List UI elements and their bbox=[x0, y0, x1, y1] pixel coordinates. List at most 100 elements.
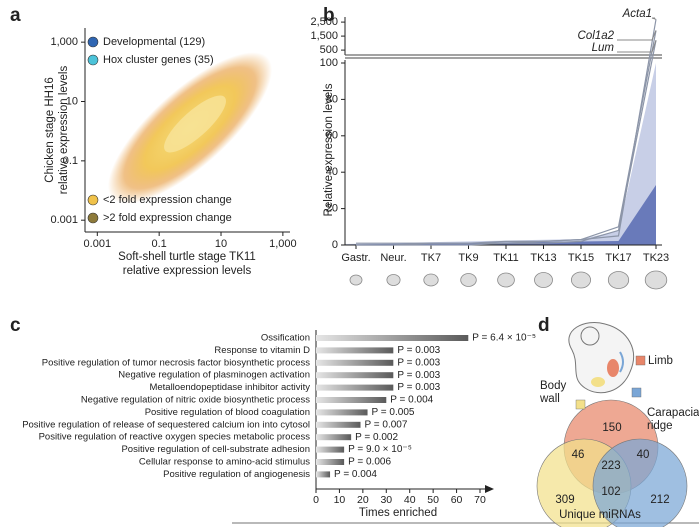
category-label: Positive regulation of release of seques… bbox=[22, 419, 310, 430]
x-tick-label: TK23 bbox=[643, 252, 669, 264]
x-tick-label: Neur. bbox=[380, 252, 406, 264]
p-value-label: P = 0.003 bbox=[397, 382, 440, 393]
point-cloud-core bbox=[164, 95, 226, 153]
set-label: ridge bbox=[647, 420, 673, 432]
set-label: Body bbox=[540, 380, 566, 392]
panel-label: b bbox=[323, 5, 335, 26]
venn-set bbox=[592, 438, 688, 527]
bar bbox=[316, 471, 331, 478]
set-swatch bbox=[575, 399, 586, 410]
p-value-label: P = 0.002 bbox=[355, 432, 398, 443]
p-value-label: P = 0.007 bbox=[365, 419, 408, 430]
set-label: wall bbox=[539, 393, 560, 405]
y-tick-label: 10 bbox=[66, 95, 78, 107]
x-tick-label: 40 bbox=[404, 494, 416, 506]
y-tick-label: 2,500 bbox=[310, 16, 338, 28]
x-tick-label: 10 bbox=[334, 494, 346, 506]
x-tick-label: 50 bbox=[427, 494, 439, 506]
line-bundle bbox=[345, 63, 656, 245]
category-label: Negative regulation of nitric oxide bios… bbox=[81, 395, 310, 406]
region-count: 40 bbox=[637, 449, 650, 461]
y-tick-label: 20 bbox=[326, 203, 338, 215]
legend-swatch bbox=[87, 54, 99, 66]
y-tick-label: 100 bbox=[320, 57, 338, 69]
set-label: Carapacial bbox=[647, 407, 699, 419]
p-value-label: P = 0.004 bbox=[334, 469, 377, 480]
embryo-icon bbox=[386, 274, 401, 286]
label-leader bbox=[617, 40, 657, 53]
x-tick-label: TK15 bbox=[568, 252, 594, 264]
bar bbox=[316, 459, 345, 465]
bar bbox=[316, 384, 394, 391]
embryo-icon bbox=[607, 271, 630, 289]
x-tick-label: TK13 bbox=[530, 252, 556, 264]
x-tick-label: 0.001 bbox=[84, 238, 112, 250]
series-line bbox=[356, 30, 657, 246]
x-axis-label: Soft-shell turtle stage TK11 bbox=[118, 251, 256, 263]
set-label: Limb bbox=[648, 355, 673, 367]
x-axis-label: Times enriched bbox=[359, 507, 437, 519]
bar bbox=[316, 372, 394, 379]
p-value-label: P = 0.005 bbox=[372, 407, 415, 418]
category-label: Positive regulation of reactive oxygen s… bbox=[39, 432, 311, 443]
region-count: 46 bbox=[572, 449, 585, 461]
y-tick-label: 1,500 bbox=[310, 30, 338, 42]
y-tick-label: 500 bbox=[320, 44, 338, 56]
venn-caption: Unique miRNAs bbox=[559, 509, 641, 521]
set-swatch bbox=[631, 387, 642, 398]
category-label: Positive regulation of cell-substrate ad… bbox=[121, 444, 310, 455]
bar bbox=[316, 397, 387, 403]
category-label: Cellular response to amino-acid stimulus bbox=[139, 457, 310, 468]
legend-label: Developmental (129) bbox=[103, 36, 205, 48]
series-line bbox=[356, 19, 657, 244]
embryo-icon bbox=[423, 273, 439, 287]
region-count: 212 bbox=[650, 494, 669, 506]
category-label: Positive regulation of angiogenesis bbox=[163, 469, 310, 480]
category-label: Positive regulation of blood coagulation bbox=[145, 407, 310, 418]
p-value-label: P = 0.003 bbox=[397, 357, 440, 368]
x-tick-label: TK17 bbox=[605, 252, 631, 264]
category-label: Negative regulation of plasminogen activ… bbox=[118, 370, 310, 381]
label-leader bbox=[651, 17, 657, 20]
legend-swatch bbox=[87, 212, 99, 224]
series-line bbox=[356, 40, 657, 246]
category-label: Response to vitamin D bbox=[214, 345, 310, 356]
p-value-label: P = 0.004 bbox=[390, 395, 433, 406]
region-count: 150 bbox=[602, 422, 621, 434]
p-value-label: P = 9.0 × 10⁻⁵ bbox=[348, 444, 412, 455]
x-tick-label: 60 bbox=[451, 494, 463, 506]
panel-label: a bbox=[10, 5, 21, 26]
x-axis-label: relative expression levels bbox=[123, 265, 252, 277]
y-tick-label: 0 bbox=[332, 239, 338, 251]
embryo-icon bbox=[460, 273, 477, 287]
x-tick-label: 30 bbox=[380, 494, 392, 506]
panel-label: d bbox=[538, 315, 550, 336]
p-value-label: P = 0.006 bbox=[348, 457, 391, 468]
x-tick-label: Gastr. bbox=[341, 252, 370, 264]
y-axis-label: Chicken stage HH16 bbox=[44, 77, 56, 182]
bar bbox=[316, 335, 469, 341]
embryo-icon bbox=[497, 272, 515, 288]
x-tick-label: 10 bbox=[215, 238, 227, 250]
region-count: 102 bbox=[601, 486, 620, 498]
x-tick-label: TK9 bbox=[458, 252, 478, 264]
x-tick-label: 0 bbox=[313, 494, 319, 506]
set-swatch bbox=[635, 355, 646, 366]
axis-arrow bbox=[485, 485, 494, 493]
legend-label: Hox cluster genes (35) bbox=[103, 54, 214, 66]
bar bbox=[316, 359, 394, 366]
line-bundle-core bbox=[345, 185, 656, 245]
region-count: 309 bbox=[555, 494, 574, 506]
y-tick-label: 40 bbox=[326, 166, 338, 178]
bar bbox=[316, 347, 394, 354]
legend-swatch bbox=[87, 36, 99, 48]
x-tick-label: TK7 bbox=[421, 252, 441, 264]
bar bbox=[316, 421, 361, 428]
legend-label: >2 fold expression change bbox=[103, 212, 232, 224]
series-label: Acta1 bbox=[622, 8, 652, 20]
y-tick-label: 80 bbox=[326, 93, 338, 105]
legend-label: <2 fold expression change bbox=[103, 194, 232, 206]
y-axis-label: Relative expression levels bbox=[323, 83, 335, 216]
x-tick-label: 0.1 bbox=[152, 238, 167, 250]
region-count: 223 bbox=[601, 460, 620, 472]
